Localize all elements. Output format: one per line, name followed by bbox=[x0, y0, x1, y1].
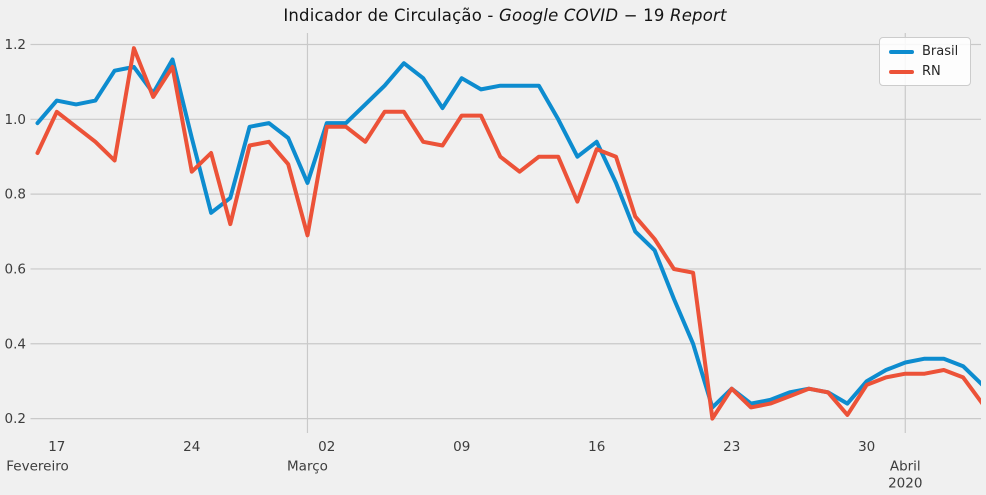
y-tick-label: 1.2 bbox=[5, 37, 26, 53]
legend-item-brasil: Brasil bbox=[889, 45, 961, 58]
x-tick-label: 17 bbox=[48, 439, 65, 455]
title-text: Indicador de Circulação - bbox=[283, 6, 500, 25]
y-tick-label: 0.6 bbox=[5, 261, 26, 277]
y-tick-label: 0.8 bbox=[5, 187, 26, 203]
x-month-label: Abril bbox=[890, 459, 921, 475]
y-tick-label: 0.4 bbox=[5, 336, 26, 352]
title-italic-report: Report bbox=[664, 6, 727, 25]
title-minus: − bbox=[618, 6, 644, 25]
x-tick-label: 16 bbox=[588, 439, 605, 455]
series-group bbox=[35, 46, 981, 421]
x-tick-label: 09 bbox=[453, 439, 470, 455]
x-month-label: Fevereiro bbox=[6, 459, 68, 475]
legend: Brasil RN bbox=[879, 37, 971, 86]
x-tick-label: 30 bbox=[858, 439, 875, 455]
title-italic-google-covid: Google COVID bbox=[499, 6, 619, 25]
legend-label-brasil: Brasil bbox=[922, 44, 959, 59]
y-tick-label: 0.2 bbox=[5, 411, 26, 427]
y-tick-label: 1.0 bbox=[5, 112, 26, 128]
x-year-label: 2020 bbox=[888, 476, 922, 492]
x-tick-label: 02 bbox=[318, 439, 335, 455]
legend-item-rn: RN bbox=[889, 65, 961, 78]
x-tick-label: 24 bbox=[183, 439, 200, 455]
chart-title: Indicador de Circulação - Google COVID −… bbox=[24, 6, 986, 25]
legend-label-rn: RN bbox=[922, 64, 941, 79]
rn-line-swatch bbox=[889, 69, 914, 74]
title-19: 19 bbox=[643, 6, 665, 25]
x-month-label: Março bbox=[287, 459, 328, 475]
series-line-rn bbox=[35, 46, 981, 421]
x-tick-label: 23 bbox=[723, 439, 740, 455]
brasil-line-swatch bbox=[889, 49, 914, 54]
